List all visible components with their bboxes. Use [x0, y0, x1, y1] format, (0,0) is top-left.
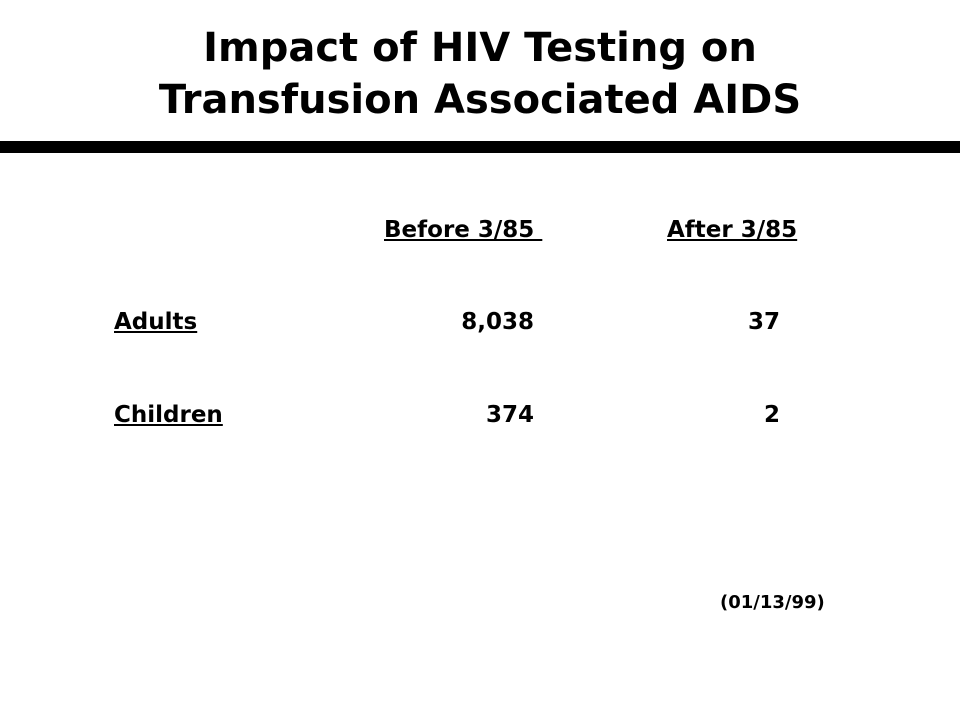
row-label-adults: Adults: [114, 309, 198, 335]
page-title: Impact of HIV Testing on Transfusion Ass…: [0, 22, 960, 126]
cell-adults-before: 8,038: [461, 309, 534, 335]
cell-children-before: 374: [485, 402, 534, 428]
cell-adults-after: 37: [747, 309, 780, 335]
cell-children-after: 2: [763, 402, 780, 428]
row-label-children: Children: [114, 402, 223, 428]
title-divider: [0, 141, 960, 153]
title-line-2: Transfusion Associated AIDS: [158, 77, 802, 123]
date-note: (01/13/99): [720, 592, 825, 613]
column-header-before: Before 3/85: [384, 217, 543, 243]
title-line-1: Impact of HIV Testing on: [203, 25, 757, 71]
column-header-after: After 3/85: [667, 217, 798, 243]
